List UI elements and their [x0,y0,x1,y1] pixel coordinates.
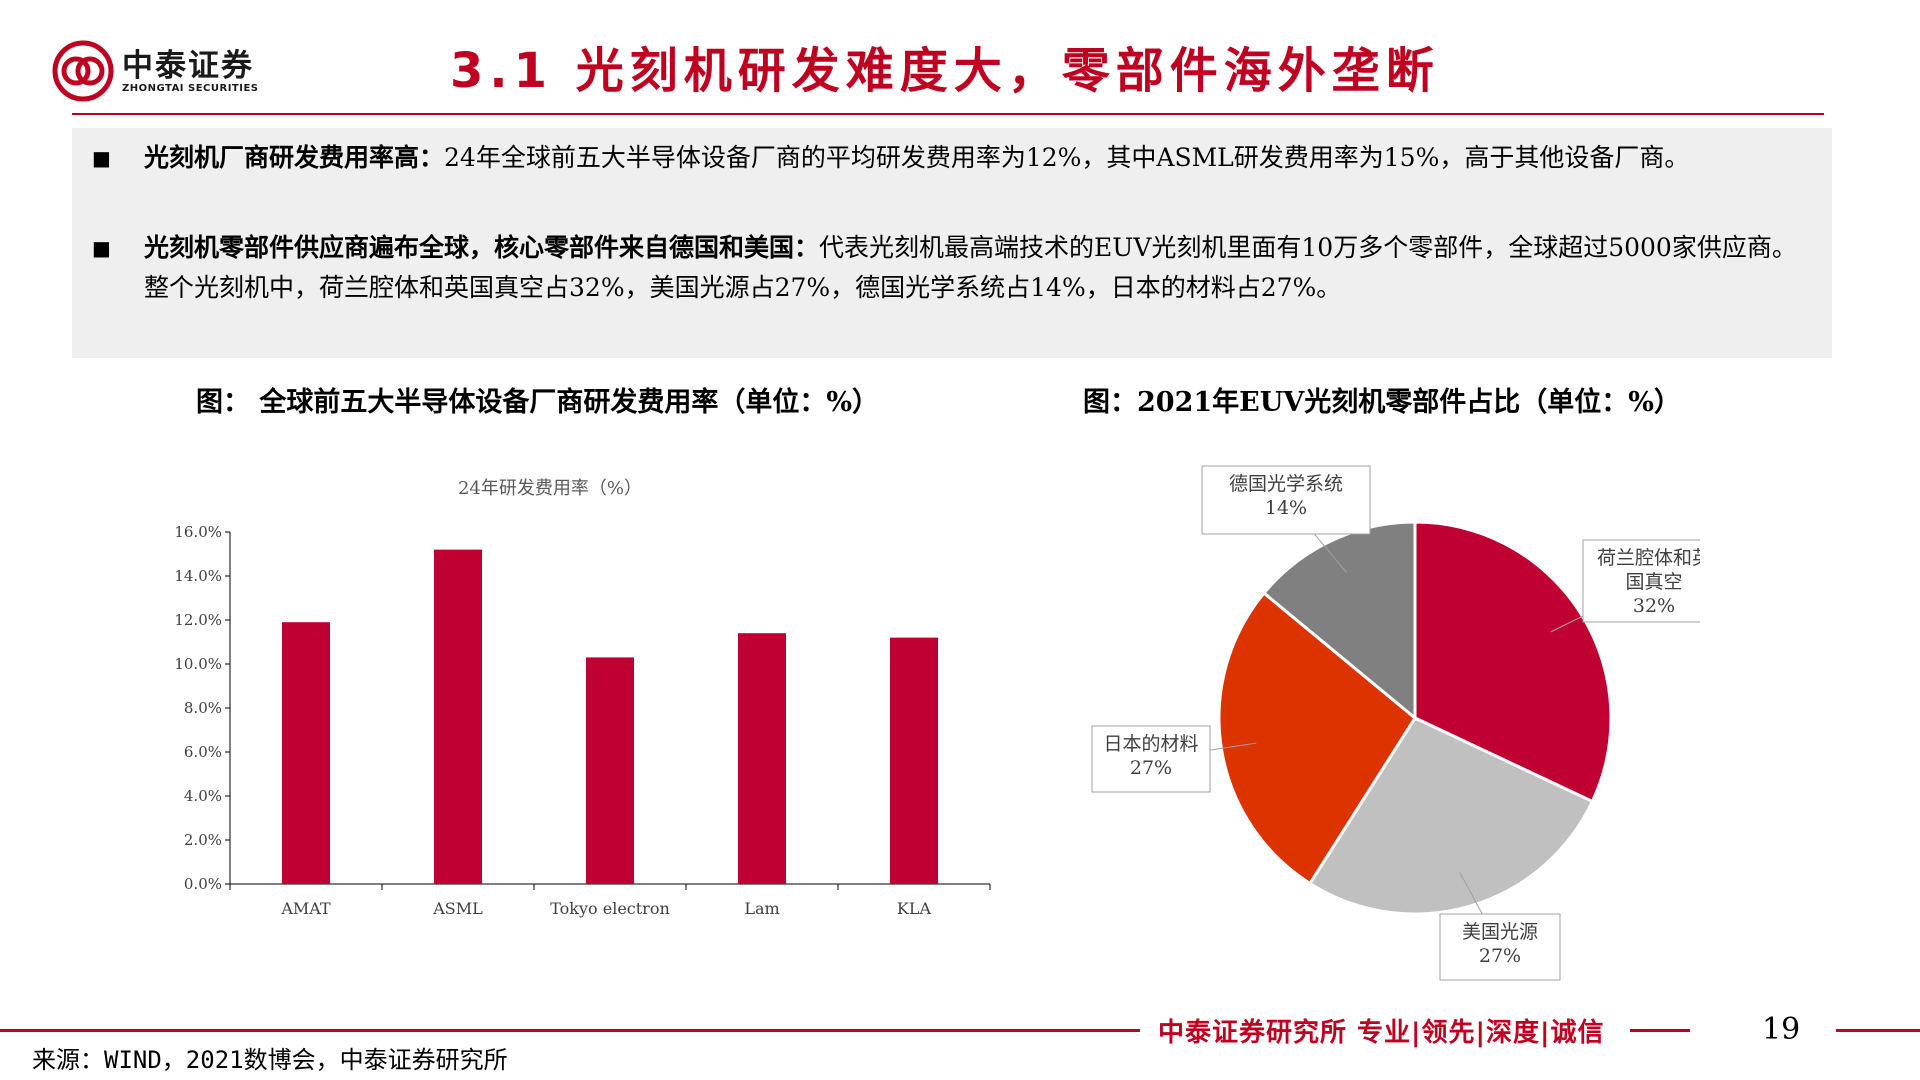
bullet-heading: 光刻机零部件供应商遍布全球，核心零部件来自德国和美国： [144,233,820,262]
bullet-heading: 光刻机厂商研发费用率高： [144,143,445,172]
pie-value-label: 27% [1479,945,1521,967]
page-number: 19 [1762,1012,1801,1047]
y-tick-label: 14.0% [174,567,222,585]
bar [282,622,330,884]
bar-chart-title: 24年研发费用率（%） [458,478,642,499]
x-tick-label: AMAT [280,899,331,918]
pie-label: 德国光学系统 [1229,473,1343,495]
summary-box: ■ 光刻机厂商研发费用率高：24年全球前五大半导体设备厂商的平均研发费用率为12… [72,128,1832,358]
pie-value-label: 32% [1633,595,1675,617]
pie-slice [1307,716,1595,916]
bar-chart-caption: 图： 全球前五大半导体设备厂商研发费用率（单位：%） [196,387,880,418]
pie-label-box [1439,913,1561,981]
pie-label-box [1201,465,1371,535]
y-tick-label: 6.0% [184,743,222,761]
x-tick-label: ASML [432,899,483,918]
bullet-item: ■ 光刻机零部件供应商遍布全球，核心零部件来自德国和美国：代表光刻机最高端技术的… [92,228,1812,308]
page-title: 3.1 光刻机研发难度大，零部件海外垄断 [450,43,1440,99]
bar-chart: 24年研发费用率（%） 0.0% 2.0% 4.0% 6.0% 8.0% 10.0% 12.0… [174,478,991,918]
bar [434,549,482,884]
pie-label-box [1091,725,1211,793]
pie-chart-caption: 图：2021年EUV光刻机零部件占比（单位：%） [1083,387,1681,418]
footer-slogan: 中泰证券研究所 专业|领先|深度|诚信 [1158,1018,1605,1048]
logo-english-name: ZHONGTAI SECURITIES [122,82,259,94]
y-tick-label: 10.0% [174,655,222,673]
bar [890,637,938,884]
pie-label: 美国光源 [1462,921,1538,943]
y-tick-label: 16.0% [174,523,222,541]
y-tick-label: 8.0% [184,699,222,717]
title-divider [72,113,1824,115]
footer-rule-left [0,1029,1140,1032]
bar [586,657,634,884]
bullet-square-icon: ■ [92,236,111,260]
pie-label: 国真空 [1625,571,1682,593]
company-logo: 中泰证券 ZHONGTAI SECURITIES [52,40,259,102]
pie-value-label: 27% [1130,757,1172,779]
pie-label-box [1582,539,1700,623]
logo-chinese-name: 中泰证券 [122,47,254,84]
footer-rule-right [1836,1029,1920,1032]
pie-slice [1261,520,1417,722]
bar [738,633,786,884]
y-tick-label: 0.0% [184,875,222,893]
bullet-body: 24年全球前五大半导体设备厂商的平均研发费用率为12%，其中ASML研发费用率为… [444,143,1690,172]
pie-value-label: 14% [1265,497,1307,519]
logo-mark-icon [52,40,114,102]
x-tick-label: KLA [897,899,932,918]
x-tick-label: Tokyo electron [550,899,670,918]
pie-slice [1413,520,1613,804]
y-tick-label: 12.0% [174,611,222,629]
source-note: 来源：WIND，2021数博会，中泰证券研究所 [32,1046,508,1074]
pie-label: 日本的材料 [1103,733,1198,755]
y-tick-label: 2.0% [184,831,222,849]
bullet-body: 代表光刻机最高端技术的EUV光刻机里面有10万多个零部件，全球超过5000家供应… [144,233,1797,302]
footer-rule-mid [1630,1029,1690,1032]
y-tick-label: 4.0% [184,787,222,805]
bullet-square-icon: ■ [92,146,111,170]
x-tick-label: Lam [744,899,779,918]
pie-label: 荷兰腔体和英 [1597,547,1700,569]
bullet-item: ■ 光刻机厂商研发费用率高：24年全球前五大半导体设备厂商的平均研发费用率为12… [92,138,1812,178]
